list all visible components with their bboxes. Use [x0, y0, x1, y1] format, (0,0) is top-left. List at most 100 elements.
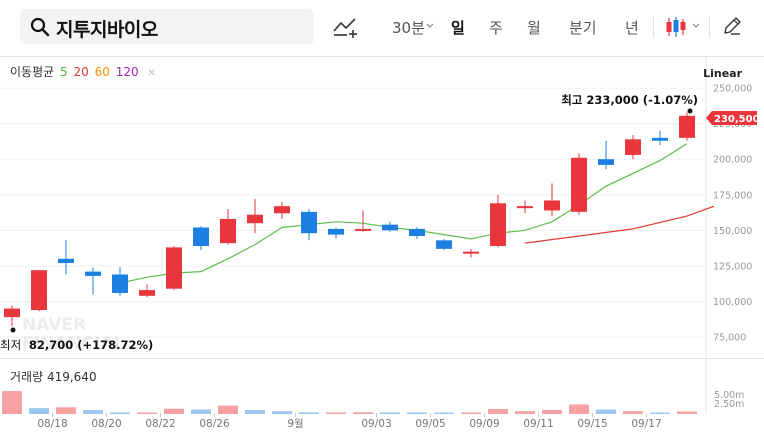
- search-box[interactable]: 지투지바이오: [20, 9, 314, 44]
- candle[interactable]: [517, 200, 533, 214]
- candle-body: [409, 228, 425, 237]
- volume-chart: 5.00m 2.50m: [2, 359, 744, 414]
- candle-body: [220, 218, 236, 244]
- x-tick-label: 08/26: [199, 418, 230, 430]
- candle[interactable]: [85, 267, 101, 295]
- period-day[interactable]: 일: [451, 19, 465, 37]
- candle-body: [301, 211, 317, 234]
- compare-chart-icon[interactable]: [333, 15, 359, 39]
- candle[interactable]: [382, 221, 398, 232]
- legend-ma5: 5: [60, 65, 68, 79]
- chevron-down-icon[interactable]: [692, 23, 700, 29]
- candle[interactable]: [544, 183, 560, 217]
- legend-ma120: 120: [115, 65, 139, 79]
- candle-body: [139, 290, 155, 296]
- close-icon[interactable]: ✕: [147, 68, 156, 79]
- x-tick-label: 09/09: [469, 418, 499, 430]
- candle-body: [625, 139, 641, 155]
- candle-body: [490, 203, 506, 246]
- y-tick-label: 100,000: [713, 297, 752, 308]
- candle[interactable]: [409, 227, 425, 239]
- x-tick-label: 08/20: [91, 418, 121, 430]
- period-year[interactable]: 년: [625, 19, 639, 37]
- volume-bar: [569, 404, 589, 414]
- y-tick-label: 250,000: [713, 84, 752, 95]
- y-tick-label: 200,000: [713, 155, 752, 166]
- ma20-line: [524, 205, 715, 244]
- volume-bar: [83, 410, 103, 414]
- candle[interactable]: [166, 245, 182, 291]
- x-tick-label: 09/11: [523, 418, 553, 430]
- candle-body: [193, 227, 209, 246]
- volume-bar: [299, 412, 319, 414]
- y-tick-label: 175,000: [713, 190, 752, 201]
- period-30min[interactable]: 30분: [392, 19, 425, 37]
- candle[interactable]: [652, 130, 668, 145]
- candle[interactable]: [4, 305, 20, 327]
- candle-body: [436, 240, 452, 249]
- candle[interactable]: [355, 210, 371, 232]
- volume-value: 419,640: [46, 370, 97, 384]
- candle[interactable]: [247, 199, 263, 234]
- period-quarter[interactable]: 분기: [569, 19, 597, 37]
- candle[interactable]: [328, 227, 344, 239]
- candle-body: [85, 271, 101, 276]
- volume-bar: [245, 410, 265, 414]
- candle-body: [544, 200, 560, 211]
- volume-bar: [29, 408, 49, 414]
- candle[interactable]: [193, 226, 209, 251]
- low-annotation: 82,700 (+178.72%): [29, 338, 153, 352]
- volume-bar: [407, 412, 427, 414]
- volume-chart-panel[interactable]: 거래량 419,640 5.00m 2.50m: [0, 358, 764, 414]
- candle-body: [571, 157, 587, 212]
- candle[interactable]: [220, 209, 236, 245]
- toolbar-divider: [653, 16, 654, 38]
- pencil-icon[interactable]: [722, 16, 742, 36]
- period-week[interactable]: 주: [489, 19, 503, 37]
- candle[interactable]: [625, 135, 641, 160]
- candle[interactable]: [436, 238, 452, 251]
- watermark-line1: NAVER: [22, 315, 86, 335]
- candle[interactable]: [31, 270, 47, 312]
- candle[interactable]: [58, 240, 74, 275]
- candle-body: [382, 224, 398, 231]
- candle-body: [274, 206, 290, 214]
- candle-body: [247, 214, 263, 224]
- volume-bar: [56, 407, 76, 414]
- candle-body: [463, 251, 479, 254]
- volume-bar: [596, 409, 616, 414]
- candle[interactable]: [139, 284, 155, 298]
- scale-toggle-button[interactable]: Linear: [703, 67, 742, 80]
- chevron-down-icon[interactable]: [426, 23, 434, 29]
- candle[interactable]: [571, 153, 587, 215]
- candle-body: [652, 137, 668, 141]
- period-month[interactable]: 월: [527, 19, 541, 37]
- legend-ma60: 60: [94, 65, 110, 79]
- x-tick-label: 09/17: [631, 418, 661, 430]
- y-tick-label: 125,000: [713, 261, 752, 272]
- x-tick-label: 09/03: [361, 418, 391, 430]
- candle[interactable]: [463, 248, 479, 258]
- candle-body: [328, 228, 344, 235]
- candle[interactable]: [112, 267, 128, 296]
- candle[interactable]: [301, 209, 317, 241]
- volume-bar: [380, 412, 400, 414]
- candle[interactable]: [598, 140, 614, 170]
- x-tick-label: 08/18: [37, 418, 67, 430]
- candle[interactable]: [679, 112, 695, 141]
- candle-type-icon[interactable]: [665, 16, 687, 38]
- watermark-line2: FINANCIAL: [22, 334, 125, 354]
- search-query[interactable]: 지투지바이오: [56, 19, 158, 41]
- volume-bar: [326, 412, 346, 414]
- volume-bar: [623, 411, 643, 414]
- volume-bar: [164, 408, 184, 414]
- price-chart: NAVER FINANCIAL 250,000225,000200,000175…: [0, 57, 760, 357]
- price-chart-panel[interactable]: 이동평균 5 20 60 120 ✕ Linear NAVER FINANCIA…: [0, 57, 764, 357]
- candle-body: [58, 258, 74, 264]
- volume-bar: [677, 411, 697, 414]
- candle[interactable]: [490, 194, 506, 248]
- volume-bar: [515, 411, 535, 414]
- high-annotation: 최고 233,000 (-1.07%): [561, 93, 698, 107]
- candle-body: [598, 159, 614, 165]
- candle[interactable]: [274, 201, 290, 219]
